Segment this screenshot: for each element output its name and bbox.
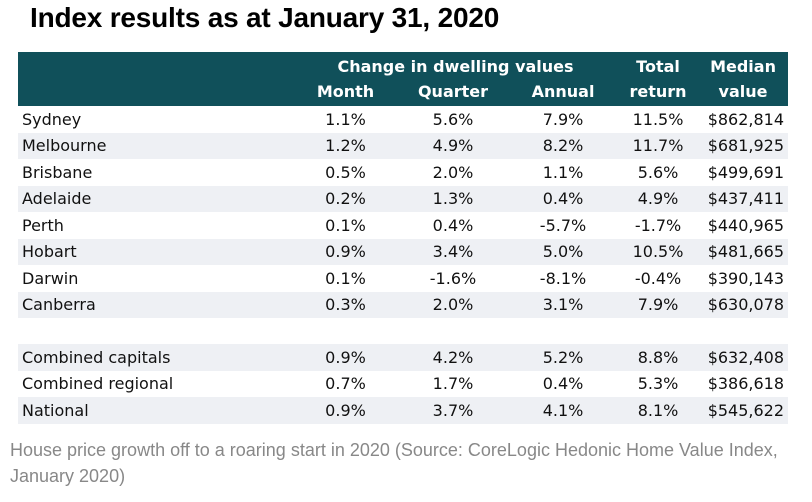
row-month: 1.1% [293,106,398,133]
row-name: National [18,397,293,424]
row-total-return: 11.5% [618,106,699,133]
row-month: 0.2% [293,185,398,212]
page-title: Index results as at January 31, 2020 [30,2,500,33]
row-median-value: $681,925 [698,132,789,159]
table-row: Perth 0.1% 0.4% -5.7% -1.7% $440,965 [18,212,789,239]
table-row: Sydney 1.1% 5.6% 7.9% 11.5% $862,814 [18,106,789,133]
spacer-cell [18,318,789,344]
header-annual: Annual [508,79,619,106]
row-total-return: 8.8% [618,344,699,371]
header-median-value-line1: Median [698,52,789,79]
row-quarter: 0.4% [398,212,508,239]
row-annual: 4.1% [508,397,619,424]
row-name: Sydney [18,106,293,133]
header-total-return-line2: return [618,79,699,106]
row-median-value: $630,078 [698,291,789,318]
row-total-return: 10.5% [618,238,699,265]
table-row: Combined capitals 0.9% 4.2% 5.2% 8.8% $6… [18,344,789,371]
row-quarter: 3.7% [398,397,508,424]
row-quarter: 2.0% [398,159,508,186]
row-total-return: 5.6% [618,159,699,186]
row-name: Combined regional [18,370,293,397]
table-row: Melbourne 1.2% 4.9% 8.2% 11.7% $681,925 [18,132,789,159]
row-total-return: -0.4% [618,265,699,292]
table-row: Hobart 0.9% 3.4% 5.0% 10.5% $481,665 [18,238,789,265]
index-results-table: Change in dwelling values Total Median M… [18,52,789,424]
table-row: Canberra 0.3% 2.0% 3.1% 7.9% $630,078 [18,291,789,318]
row-total-return: 7.9% [618,291,699,318]
header-month: Month [293,79,398,106]
row-total-return: 4.9% [618,185,699,212]
row-quarter: 5.6% [398,106,508,133]
row-median-value: $481,665 [698,238,789,265]
table-row: Combined regional 0.7% 1.7% 0.4% 5.3% $3… [18,370,789,397]
row-median-value: $632,408 [698,344,789,371]
table-row: National 0.9% 3.7% 4.1% 8.1% $545,622 [18,397,789,424]
table-body: Sydney 1.1% 5.6% 7.9% 11.5% $862,814 Mel… [18,106,789,424]
header-blank-cell [18,79,293,106]
row-name: Darwin [18,265,293,292]
table-row: Adelaide 0.2% 1.3% 0.4% 4.9% $437,411 [18,185,789,212]
row-month: 0.1% [293,265,398,292]
row-median-value: $386,618 [698,370,789,397]
table-row: Brisbane 0.5% 2.0% 1.1% 5.6% $499,691 [18,159,789,186]
row-total-return: 8.1% [618,397,699,424]
row-annual: 1.1% [508,159,619,186]
row-month: 1.2% [293,132,398,159]
row-month: 0.5% [293,159,398,186]
header-blank-cell [18,52,293,79]
row-median-value: $437,411 [698,185,789,212]
header-quarter: Quarter [398,79,508,106]
row-quarter: -1.6% [398,265,508,292]
row-annual: -8.1% [508,265,619,292]
header-total-return-line1: Total [618,52,699,79]
row-name: Brisbane [18,159,293,186]
row-quarter: 4.9% [398,132,508,159]
row-name: Perth [18,212,293,239]
header-median-value-line2: value [698,79,789,106]
row-quarter: 1.7% [398,370,508,397]
row-quarter: 2.0% [398,291,508,318]
row-total-return: -1.7% [618,212,699,239]
row-median-value: $862,814 [698,106,789,133]
row-quarter: 4.2% [398,344,508,371]
row-annual: 5.0% [508,238,619,265]
row-quarter: 1.3% [398,185,508,212]
row-annual: 0.4% [508,370,619,397]
row-median-value: $499,691 [698,159,789,186]
header-change-in-dwelling-values: Change in dwelling values [293,52,619,79]
row-month: 0.1% [293,212,398,239]
row-annual: -5.7% [508,212,619,239]
row-name: Adelaide [18,185,293,212]
table-header: Change in dwelling values Total Median M… [18,52,789,106]
row-quarter: 3.4% [398,238,508,265]
table-spacer-row [18,318,789,344]
row-annual: 7.9% [508,106,619,133]
row-month: 0.7% [293,370,398,397]
row-annual: 8.2% [508,132,619,159]
row-name: Melbourne [18,132,293,159]
row-name: Hobart [18,238,293,265]
row-month: 0.3% [293,291,398,318]
row-name: Combined capitals [18,344,293,371]
row-annual: 0.4% [508,185,619,212]
row-name: Canberra [18,291,293,318]
row-median-value: $440,965 [698,212,789,239]
row-month: 0.9% [293,344,398,371]
table-row: Darwin 0.1% -1.6% -8.1% -0.4% $390,143 [18,265,789,292]
row-month: 0.9% [293,397,398,424]
row-total-return: 11.7% [618,132,699,159]
row-annual: 5.2% [508,344,619,371]
figure-caption: House price growth off to a roaring star… [10,440,778,486]
row-month: 0.9% [293,238,398,265]
row-median-value: $545,622 [698,397,789,424]
row-total-return: 5.3% [618,370,699,397]
row-median-value: $390,143 [698,265,789,292]
row-annual: 3.1% [508,291,619,318]
